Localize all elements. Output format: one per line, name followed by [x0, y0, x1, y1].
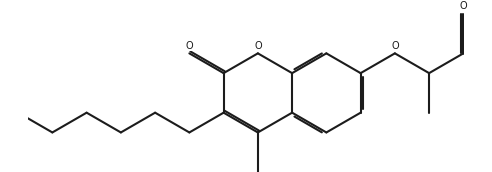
Text: O: O [254, 41, 262, 51]
Text: O: O [460, 1, 467, 11]
Text: O: O [185, 41, 193, 51]
Text: O: O [391, 41, 399, 51]
